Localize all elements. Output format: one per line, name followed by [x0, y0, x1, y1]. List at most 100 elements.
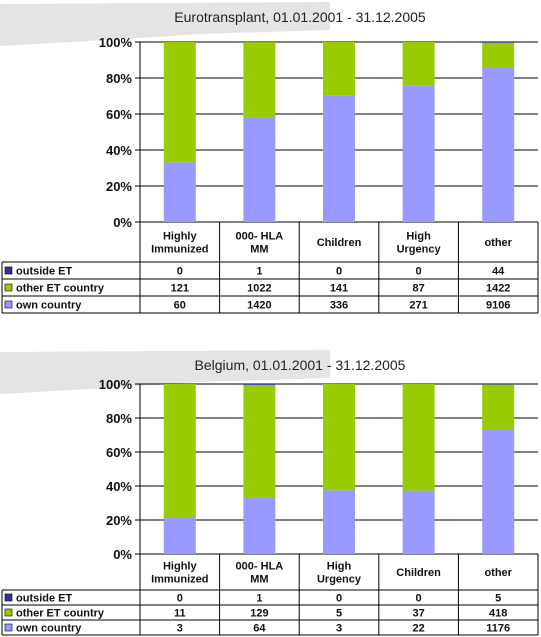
chart-title: Belgium, 01.01.2001 - 31.12.2005 [195, 357, 406, 373]
category-label: Immunized [151, 574, 208, 586]
table-cell: 0 [416, 266, 422, 278]
legend-row-label: own country [16, 623, 82, 635]
y-tick-label: 60% [106, 445, 132, 460]
table-cell: 418 [489, 608, 507, 620]
y-tick-label: 60% [106, 107, 132, 122]
bar-segment [323, 95, 355, 222]
table-cell: 336 [330, 300, 348, 312]
table-cell: 0 [336, 593, 342, 605]
table-cell: 60 [174, 300, 186, 312]
table-cell: 129 [250, 608, 268, 620]
title-band [0, 350, 330, 394]
category-label: Highly [163, 561, 197, 573]
category-label: MM [250, 574, 268, 586]
legend-row-label: other ET country [16, 608, 105, 620]
bar-segment [482, 384, 515, 429]
table-cell: 0 [177, 266, 183, 278]
bar-segment [243, 497, 276, 554]
bar-segment [402, 85, 435, 223]
bar-segment [243, 384, 276, 498]
y-tick-label: 100% [99, 377, 133, 392]
table-cell: 37 [412, 608, 424, 620]
table-cell: 271 [409, 300, 427, 312]
legend-swatch [4, 593, 13, 602]
bar-segment [402, 42, 435, 86]
y-tick-label: 20% [106, 179, 132, 194]
legend-row-label: other ET country [16, 283, 105, 295]
bar-segment [402, 384, 435, 491]
y-tick-label: 40% [106, 479, 132, 494]
bar-segment [163, 517, 196, 554]
category-label: 000- HLA [236, 561, 284, 573]
table-cell: 0 [336, 266, 342, 278]
table-cell: 5 [495, 593, 501, 605]
legend-row-label: own country [16, 300, 82, 312]
category-label: 000- HLA [236, 231, 284, 243]
category-label: High [406, 231, 431, 243]
legend-row-label: outside ET [16, 266, 73, 278]
y-tick-label: 0% [113, 215, 132, 230]
table-cell: 121 [171, 283, 189, 295]
bar-segment [243, 384, 276, 385]
title-band [0, 2, 330, 46]
y-tick-label: 0% [113, 547, 132, 562]
legend-swatch [4, 623, 13, 632]
eurotransplant-chart: Eurotransplant, 01.01.2001 - 31.12.2005 0… [0, 2, 539, 314]
bar-segment [323, 490, 355, 554]
y-tick-label: 40% [106, 143, 132, 158]
category-label: Children [396, 567, 441, 579]
table-cell: 1422 [486, 283, 510, 295]
belgium-chart: Belgium, 01.01.2001 - 31.12.2005 0% 20% 40%… [0, 350, 539, 636]
category-label: MM [250, 244, 268, 256]
bar-segment [163, 42, 196, 163]
legend-swatch [4, 608, 13, 617]
category-label: other [484, 237, 512, 249]
eurotransplant-chart-panel: Eurotransplant, 01.01.2001 - 31.12.2005 0… [0, 2, 539, 314]
table-cell: 1176 [486, 623, 510, 635]
y-tick-label: 80% [106, 411, 132, 426]
y-tick-label: 80% [106, 71, 132, 86]
bar-segment [163, 384, 196, 518]
bar-segment [323, 384, 355, 491]
table-cell: 87 [412, 283, 424, 295]
table-cell: 1022 [247, 283, 271, 295]
category-label: High [327, 561, 352, 573]
table-cell: 44 [492, 266, 505, 278]
table-cell: 0 [416, 593, 422, 605]
legend-swatch [4, 266, 13, 275]
category-label: other [484, 567, 512, 579]
category-label: Immunized [151, 244, 208, 256]
bar-segment [482, 428, 515, 554]
bar-segment [482, 384, 515, 385]
category-label: Highly [163, 231, 197, 243]
table-cell: 0 [177, 593, 183, 605]
table-cell: 1 [256, 593, 262, 605]
bar-segment [482, 42, 515, 43]
table-cell: 5 [336, 608, 342, 620]
y-tick-label: 100% [99, 35, 133, 50]
legend-swatch [4, 283, 13, 292]
bar-segment [482, 66, 515, 223]
table-cell: 11 [174, 608, 186, 620]
table-cell: 1 [256, 266, 262, 278]
category-label: Urgency [317, 574, 362, 586]
belgium-chart-panel: Belgium, 01.01.2001 - 31.12.2005 0% 20% 40%… [0, 348, 541, 637]
legend-row-label: outside ET [16, 593, 73, 605]
table-cell: 22 [412, 623, 424, 635]
table-cell: 9106 [486, 300, 510, 312]
bar-segment [243, 42, 276, 118]
legend-swatch [4, 300, 13, 309]
bar-segment [243, 117, 276, 222]
chart-title: Eurotransplant, 01.01.2001 - 31.12.2005 [174, 9, 426, 25]
table-cell: 3 [177, 623, 183, 635]
table-cell: 1420 [247, 300, 271, 312]
category-label: Children [317, 237, 362, 249]
y-tick-label: 20% [106, 513, 132, 528]
table-cell: 64 [253, 623, 266, 635]
bar-segment [482, 42, 515, 67]
bar-segment [323, 42, 355, 96]
bar-segment [163, 162, 196, 222]
category-label: Urgency [397, 244, 442, 256]
table-cell: 141 [330, 283, 348, 295]
bar-segment [402, 490, 435, 554]
